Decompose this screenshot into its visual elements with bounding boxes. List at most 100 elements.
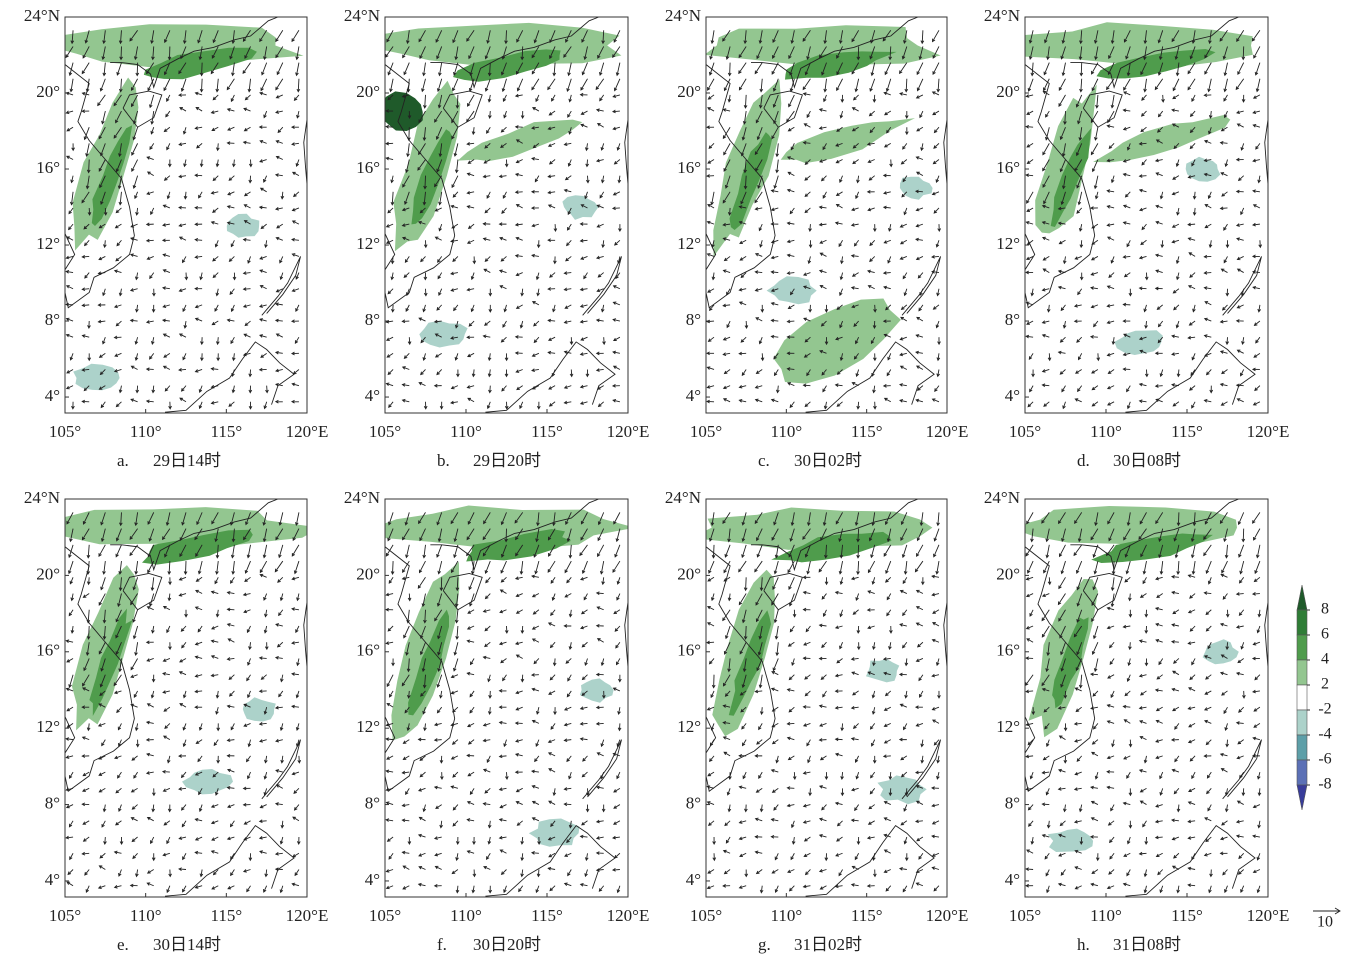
wind-vector xyxy=(70,353,73,360)
wind-vector xyxy=(265,642,268,649)
wind-vector xyxy=(115,369,122,372)
wind-vector xyxy=(889,772,892,779)
wind-vector xyxy=(1160,886,1163,893)
wind-vector xyxy=(932,255,939,258)
wind-vector xyxy=(228,837,235,840)
wind-vector xyxy=(1059,853,1066,856)
wind-vector xyxy=(85,240,90,245)
wind-vector xyxy=(147,883,153,886)
coastline xyxy=(165,342,294,412)
wind-vector xyxy=(467,191,474,194)
wind-vector xyxy=(771,190,778,193)
wind-vector xyxy=(537,869,540,876)
wind-vector xyxy=(423,353,426,360)
wind-vector xyxy=(1026,690,1033,693)
wind-vector xyxy=(468,772,474,776)
wind-vector xyxy=(723,353,730,356)
wind-vector xyxy=(200,273,203,280)
wind-vector xyxy=(1176,321,1179,328)
wind-vector xyxy=(708,707,715,710)
wind-vector xyxy=(244,305,251,308)
wind-vector xyxy=(568,63,572,76)
wind-vector xyxy=(724,337,731,340)
wind-vector xyxy=(1189,723,1195,726)
wind-vector xyxy=(489,305,492,312)
wind-vector xyxy=(1060,369,1065,374)
wind-vector xyxy=(900,63,907,74)
wind-vector xyxy=(1192,95,1195,101)
wind-vector xyxy=(820,253,826,256)
wind-vector xyxy=(1226,337,1229,344)
wind-vector xyxy=(1210,386,1213,393)
wind-vector xyxy=(901,240,907,243)
wind-vector xyxy=(1110,837,1114,842)
wind-vector xyxy=(67,127,73,131)
x-tick-label: 105° xyxy=(49,906,81,925)
wind-vector xyxy=(1026,95,1033,98)
wind-vector xyxy=(803,608,810,611)
wind-vector xyxy=(1140,400,1147,403)
wind-vector xyxy=(755,835,762,838)
wind-vector xyxy=(152,305,155,312)
wind-vector xyxy=(857,837,860,844)
wind-vector xyxy=(1127,837,1130,844)
wind-vector xyxy=(227,786,234,789)
wind-vector xyxy=(386,738,393,741)
wind-vector xyxy=(1093,691,1098,696)
wind-vector xyxy=(1127,402,1130,409)
wind-vector xyxy=(276,739,283,742)
wind-vector xyxy=(760,240,763,247)
wind-vector xyxy=(1237,319,1244,322)
wind-vector xyxy=(182,805,186,810)
wind-vector xyxy=(517,205,523,208)
wind-vector xyxy=(470,658,474,664)
wind-vector xyxy=(1077,208,1082,213)
wind-vector xyxy=(487,192,490,198)
wind-vector xyxy=(533,626,539,629)
wind-vector xyxy=(248,740,251,747)
wind-vector xyxy=(567,577,571,582)
wind-vector xyxy=(264,756,267,763)
wind-vector xyxy=(132,805,137,810)
wind-vector xyxy=(932,804,939,807)
wind-vector xyxy=(276,95,282,98)
wind-vector xyxy=(917,590,923,593)
wind-vector xyxy=(435,208,441,211)
wind-vector xyxy=(1223,305,1228,310)
wind-vector xyxy=(1092,752,1098,756)
wind-vector xyxy=(1256,143,1260,149)
wind-vector xyxy=(708,606,714,609)
wind-vector xyxy=(724,369,730,373)
wind-vector xyxy=(1095,192,1098,199)
wind-vector xyxy=(438,273,442,279)
wind-vector xyxy=(1093,626,1097,638)
wind-vector xyxy=(403,399,410,402)
wind-vector xyxy=(537,402,540,409)
wind-vector xyxy=(884,191,891,194)
wind-vector xyxy=(517,821,522,826)
wind-vector xyxy=(854,240,858,246)
wind-vector xyxy=(1222,369,1228,373)
wind-vector xyxy=(618,707,621,714)
wind-vector xyxy=(565,305,571,308)
wind-vector xyxy=(1110,658,1114,664)
wind-vector xyxy=(905,658,908,665)
wind-vector xyxy=(804,885,811,888)
wind-vector xyxy=(1173,402,1179,406)
wind-vector xyxy=(613,384,620,387)
wind-vector xyxy=(132,788,138,792)
wind-vector xyxy=(787,722,794,725)
wind-vector xyxy=(131,399,138,402)
wind-vector xyxy=(407,143,410,156)
wind-vector xyxy=(1030,772,1033,779)
wind-vector xyxy=(1143,821,1147,827)
x-tick-label: 115° xyxy=(851,422,883,441)
wind-vector xyxy=(1045,853,1049,859)
panel-label: c. xyxy=(758,451,770,470)
wind-vector xyxy=(467,640,474,643)
wind-vector xyxy=(231,577,235,583)
wind-vector xyxy=(1173,671,1179,675)
wind-vector xyxy=(599,886,603,891)
wind-vector xyxy=(131,238,138,241)
wind-vector xyxy=(1094,561,1098,574)
